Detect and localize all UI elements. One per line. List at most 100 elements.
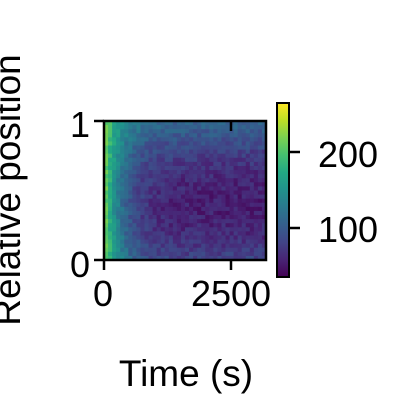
heatmap-cell — [172, 255, 178, 261]
heatmap-cell — [261, 125, 267, 130]
heatmap-cell — [221, 182, 227, 188]
heatmap-cell — [205, 153, 210, 159]
heatmap-cell — [209, 157, 214, 163]
heatmap-cell — [156, 182, 162, 188]
heatmap-cell — [221, 174, 227, 179]
heatmap-cell — [245, 210, 251, 216]
heatmap-cell — [128, 190, 133, 196]
heatmap-cell — [209, 174, 214, 179]
heatmap-cell — [104, 215, 109, 220]
heatmap-cell — [136, 186, 142, 192]
heatmap-cell — [140, 137, 146, 143]
heatmap-cell — [237, 129, 243, 134]
heatmap-cell — [152, 165, 158, 171]
heatmap-cell — [148, 251, 154, 257]
heatmap-cell — [257, 190, 263, 196]
heatmap-cell — [132, 239, 137, 245]
heatmap-cell — [120, 145, 125, 151]
heatmap-cell — [233, 149, 239, 155]
heatmap-cell — [164, 227, 170, 232]
heatmap-cell — [156, 239, 162, 245]
heatmap-cell — [144, 121, 150, 126]
heatmap-cell — [241, 137, 247, 143]
heatmap-cell — [108, 251, 113, 257]
heatmap-cell — [257, 247, 263, 253]
heatmap-cell — [176, 223, 182, 228]
heatmap-cell — [261, 137, 267, 143]
heatmap-cell — [189, 137, 194, 143]
heatmap-cell — [237, 202, 243, 208]
heatmap-cell — [116, 174, 121, 179]
heatmap-cell — [140, 121, 146, 126]
heatmap-cell — [132, 129, 137, 134]
heatmap-cell — [172, 174, 178, 179]
heatmap-cell — [128, 231, 133, 237]
heatmap-cell — [164, 121, 170, 126]
heatmap-cell — [160, 125, 166, 130]
heatmap-cell — [257, 121, 263, 126]
heatmap-cell — [217, 223, 223, 228]
heatmap-cell — [217, 125, 223, 130]
heatmap-cell — [156, 161, 162, 167]
heatmap-cell — [237, 243, 243, 249]
heatmap-cell — [180, 186, 186, 192]
heatmap-cell — [217, 165, 223, 171]
heatmap-cell — [112, 137, 117, 143]
heatmap-cell — [205, 174, 210, 179]
heatmap-cell — [108, 153, 113, 159]
heatmap-cell — [217, 194, 223, 200]
heatmap-cell — [253, 161, 259, 167]
heatmap-cell — [233, 121, 239, 126]
heatmap-cell — [245, 223, 251, 228]
heatmap-cell — [249, 121, 255, 126]
heatmap-cell — [261, 255, 267, 261]
heatmap-cell — [197, 145, 202, 151]
heatmap-cell — [172, 129, 178, 134]
heatmap-cell — [148, 247, 154, 253]
heatmap-cell — [201, 157, 206, 163]
heatmap-cell — [237, 174, 243, 179]
x-tick-label-2500: 2500 — [191, 273, 271, 314]
heatmap-cell — [237, 125, 243, 130]
heatmap-cell — [180, 235, 186, 241]
colorbar-tick-label-200: 200 — [318, 134, 378, 175]
heatmap-cell — [108, 145, 113, 151]
heatmap-cell — [172, 161, 178, 167]
heatmap-cell — [201, 247, 206, 253]
heatmap-cell — [128, 235, 133, 241]
heatmap-cell — [261, 231, 267, 237]
heatmap-cell — [164, 161, 170, 167]
heatmap-cell — [104, 129, 109, 134]
heatmap-cell — [108, 219, 113, 224]
heatmap-cell — [205, 170, 210, 175]
heatmap-cell — [253, 190, 259, 196]
heatmap-cell — [229, 174, 235, 179]
heatmap-cell — [120, 247, 125, 253]
heatmap-cell — [241, 161, 247, 167]
heatmap-cell — [233, 165, 239, 171]
heatmap-cell — [221, 129, 227, 134]
heatmap-cell — [213, 255, 218, 261]
heatmap-cell — [189, 227, 194, 232]
heatmap-cell — [140, 165, 146, 171]
heatmap-cell — [112, 157, 117, 163]
heatmap-cell — [116, 215, 121, 220]
heatmap-cell — [176, 215, 182, 220]
heatmap-cell — [132, 153, 137, 159]
heatmap-cell — [197, 255, 202, 261]
heatmap-cell — [112, 223, 117, 228]
heatmap-cell — [213, 174, 218, 179]
heatmap-cell — [233, 206, 239, 212]
heatmap-cell — [257, 239, 263, 245]
heatmap-cell — [104, 251, 109, 257]
heatmap-cell — [197, 174, 202, 179]
heatmap-cell — [148, 231, 154, 237]
heatmap-cell — [209, 223, 214, 228]
heatmap-cell — [201, 190, 206, 196]
heatmap-cell — [168, 190, 174, 196]
heatmap-cell — [104, 149, 109, 155]
heatmap-cell — [229, 255, 235, 261]
heatmap-cell — [245, 243, 251, 249]
heatmap-cell — [172, 145, 178, 151]
heatmap-cell — [209, 182, 214, 188]
